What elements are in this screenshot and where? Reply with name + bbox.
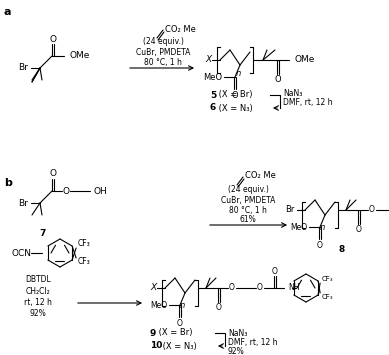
Text: OMe: OMe [70,51,90,60]
Text: CF₃: CF₃ [322,294,334,300]
Text: 10: 10 [150,342,162,350]
Text: O: O [275,76,281,84]
Text: X: X [150,284,156,293]
Text: n: n [235,69,241,77]
Text: CF₃: CF₃ [78,257,91,267]
Text: OCN: OCN [12,248,32,257]
Text: O: O [317,240,323,250]
Text: CF₃: CF₃ [322,276,334,282]
Text: CO₂ Me: CO₂ Me [245,171,276,180]
Text: O: O [232,91,238,99]
Text: CuBr, PMDETA: CuBr, PMDETA [136,48,190,56]
Text: n: n [179,301,185,311]
Text: (X = N₃): (X = N₃) [216,104,253,113]
Text: NaN₃: NaN₃ [283,88,302,98]
Text: rt, 12 h: rt, 12 h [24,297,52,306]
Text: O: O [63,186,70,196]
Text: (24 equiv.): (24 equiv.) [228,186,268,195]
Text: X: X [205,55,211,65]
Text: NH: NH [288,284,300,293]
Text: b: b [4,178,12,188]
Text: DBTDL: DBTDL [25,275,51,284]
Text: O: O [49,169,56,179]
Text: 80 °C, 1 h: 80 °C, 1 h [144,58,182,66]
Text: 92%: 92% [228,346,245,355]
Text: 8: 8 [339,246,345,255]
Text: 80 °C, 1 h: 80 °C, 1 h [229,206,267,214]
Text: O: O [49,34,56,44]
Text: Br: Br [286,206,295,214]
Text: MeO: MeO [150,300,167,310]
Text: DMF, rt, 12 h: DMF, rt, 12 h [228,338,277,346]
Text: CO₂ Me: CO₂ Me [165,24,196,33]
Text: (X = Br): (X = Br) [216,91,252,99]
Text: MeO: MeO [290,223,307,231]
Text: O: O [216,304,222,312]
Text: 61%: 61% [240,215,256,224]
Text: O: O [177,318,183,328]
Text: O: O [257,284,263,293]
Text: CuBr, PMDETA: CuBr, PMDETA [221,196,275,204]
Text: 92%: 92% [30,308,46,317]
Text: O: O [369,206,375,214]
Text: 9: 9 [150,328,156,338]
Text: (X = N₃): (X = N₃) [160,342,197,350]
Text: 5: 5 [210,91,216,99]
Text: OMe: OMe [295,55,315,65]
Text: (X = Br): (X = Br) [156,328,193,338]
Text: 7: 7 [40,229,46,237]
Text: a: a [4,7,12,17]
Text: CH₂Cl₂: CH₂Cl₂ [26,286,50,295]
Text: O: O [229,284,235,293]
Text: Br: Br [18,198,28,208]
Text: (24 equiv.): (24 equiv.) [142,38,184,47]
Text: CF₃: CF₃ [78,240,91,248]
Text: NaN₃: NaN₃ [228,328,247,338]
Text: MeO: MeO [203,72,222,82]
Text: Br: Br [18,64,28,72]
Text: O: O [272,267,278,275]
Text: DMF, rt, 12 h: DMF, rt, 12 h [283,98,333,108]
Text: 6: 6 [210,104,216,113]
Text: O: O [356,225,362,235]
Text: OH: OH [94,186,108,196]
Text: n: n [319,224,325,233]
